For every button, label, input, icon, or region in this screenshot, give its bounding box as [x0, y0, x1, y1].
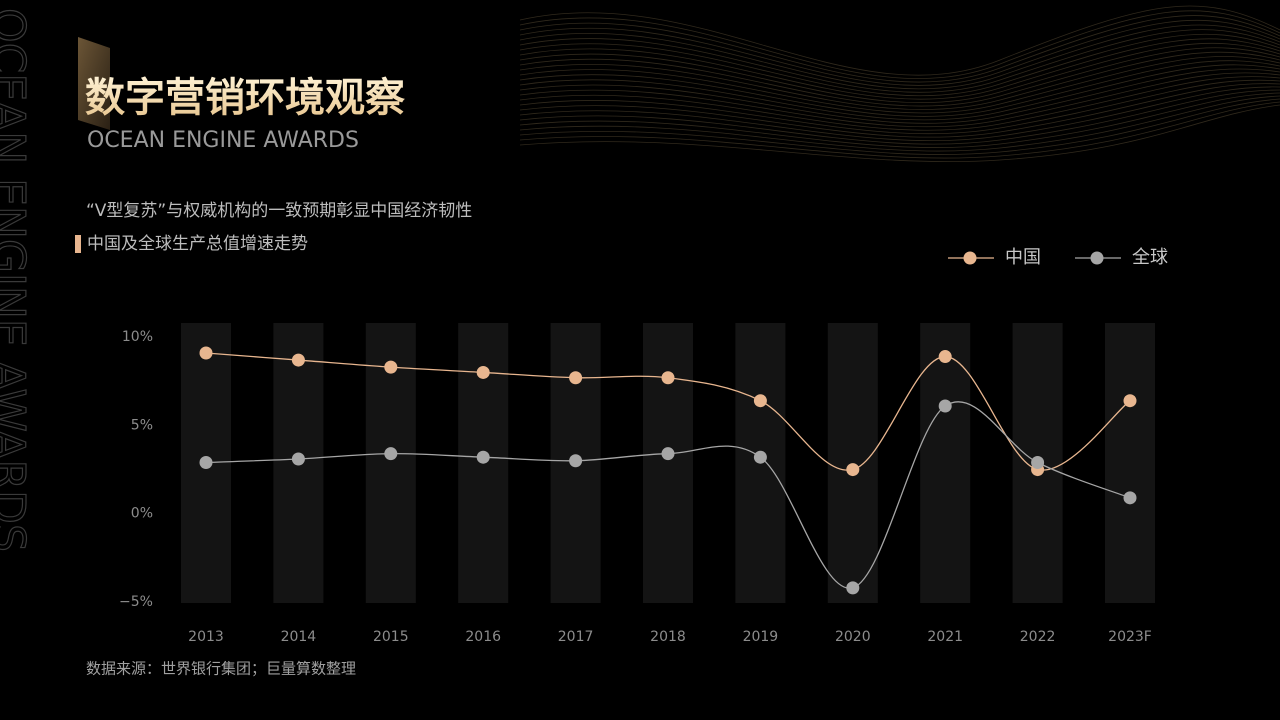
wave-line	[519, 89, 1280, 145]
legend-marker	[1090, 251, 1104, 265]
x-tick-label: 2022	[1020, 629, 1056, 645]
y-tick-label: 10%	[122, 329, 153, 345]
y-tick-label: 0%	[131, 506, 153, 522]
wave-line	[519, 51, 1280, 110]
wave-line	[519, 98, 1280, 155]
data-point	[384, 447, 398, 461]
data-point	[476, 365, 490, 379]
data-point	[753, 450, 767, 464]
x-tick-label: 2017	[558, 629, 594, 645]
title-accent	[78, 37, 110, 130]
wave-line	[519, 47, 1280, 107]
legend-marker	[963, 251, 977, 265]
data-point	[846, 463, 860, 477]
y-tick-label: −5%	[119, 594, 153, 610]
wave-line	[519, 83, 1280, 138]
wave-line	[519, 76, 1280, 131]
x-tick-label: 2018	[650, 629, 686, 645]
data-point	[291, 353, 305, 367]
x-tick-label: 2020	[835, 629, 871, 645]
wave-line	[519, 95, 1280, 152]
wave-line	[519, 56, 1280, 114]
wave-line	[519, 60, 1280, 117]
data-point	[569, 371, 583, 385]
x-tick-label: 2023F	[1108, 629, 1152, 645]
section-label: 中国及全球生产总值增速走势	[87, 234, 308, 254]
data-point	[661, 371, 675, 385]
column-band	[920, 323, 971, 603]
title: 数字营销环境观察	[85, 75, 405, 121]
x-tick-label: 2015	[373, 629, 409, 645]
data-point	[291, 452, 305, 466]
column-band	[827, 323, 878, 603]
source: 数据来源：世界银行集团；巨量算数整理	[86, 660, 356, 678]
data-point	[1123, 491, 1137, 505]
wave-line	[519, 29, 1280, 93]
series-line	[205, 352, 1131, 471]
wave-line	[519, 38, 1280, 100]
column-band	[643, 323, 693, 603]
wave-line	[519, 86, 1280, 141]
wave-line	[519, 5, 1280, 76]
data-point	[1123, 394, 1137, 408]
wave-line	[519, 104, 1280, 162]
x-tick-label: 2014	[281, 629, 317, 645]
legend-label: 中国	[1005, 247, 1041, 268]
wave-line	[519, 101, 1280, 159]
legend-label: 全球	[1132, 247, 1168, 268]
wave-line	[519, 33, 1280, 97]
data-point	[384, 360, 398, 374]
y-tick-label: 5%	[131, 417, 153, 433]
wave-line	[519, 64, 1280, 121]
x-tick-label: 2016	[465, 629, 501, 645]
wave-line	[519, 15, 1280, 83]
wave-line	[519, 10, 1280, 79]
section-accent	[75, 235, 81, 253]
wave-line	[519, 68, 1280, 124]
data-point	[569, 454, 583, 468]
column-band	[1105, 323, 1155, 603]
subtitle: OCEAN ENGINE AWARDS	[87, 128, 359, 153]
x-tick-label: 2019	[743, 629, 779, 645]
x-tick-label: 2013	[188, 629, 224, 645]
data-point	[661, 447, 675, 461]
headline: “V型复苏”与权威机构的一致预期彰显中国经济韧性	[86, 201, 472, 221]
data-point	[753, 394, 767, 408]
wave-line	[519, 79, 1280, 135]
wave-line	[519, 42, 1280, 104]
data-point	[1031, 456, 1045, 469]
decoration-waves	[519, 5, 1280, 162]
data-point	[938, 399, 952, 413]
data-point	[476, 450, 490, 464]
wave-line	[519, 19, 1280, 86]
data-point	[938, 350, 952, 364]
data-point	[199, 346, 213, 360]
side-text: OCEAN ENGINE AWARDS	[0, 8, 34, 552]
series-line	[205, 401, 1131, 589]
x-tick-label: 2021	[927, 629, 963, 645]
wave-line	[519, 24, 1280, 90]
data-point	[199, 456, 213, 469]
wave-line	[519, 72, 1280, 128]
data-point	[846, 581, 860, 595]
wave-line	[519, 92, 1280, 148]
